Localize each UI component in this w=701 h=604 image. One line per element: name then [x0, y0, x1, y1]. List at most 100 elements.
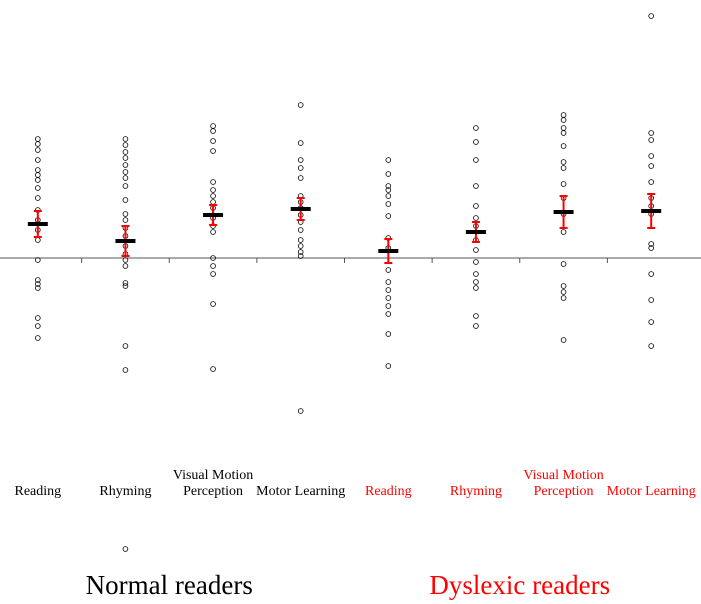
- data-point: [473, 271, 479, 277]
- data-point: [648, 297, 654, 303]
- data-point: [297, 165, 304, 171]
- data-point: [297, 253, 304, 259]
- data-point: [297, 237, 304, 243]
- data-point: [122, 142, 129, 148]
- data-point: [648, 271, 654, 277]
- data-point: [122, 343, 129, 349]
- data-point: [473, 183, 479, 189]
- data-point: [560, 125, 567, 131]
- data-point: [210, 179, 216, 185]
- data-point: [560, 261, 567, 267]
- category-label: Motor Learning: [606, 484, 696, 499]
- data-point: [35, 315, 41, 321]
- data-point: [385, 157, 392, 163]
- category-label: Rhyming: [99, 484, 152, 499]
- group-label: Dyslexic readers: [429, 570, 611, 600]
- data-point: [560, 165, 567, 171]
- data-point: [648, 241, 654, 247]
- data-point: [385, 331, 392, 337]
- data-point: [473, 247, 479, 253]
- data-point: [648, 179, 654, 185]
- data-point: [297, 175, 304, 181]
- data-point: [35, 257, 41, 263]
- data-point: [473, 323, 479, 329]
- data-point: [560, 283, 567, 289]
- data-point: [473, 125, 479, 131]
- data-point: [122, 183, 129, 189]
- category-label: Visual Motion Perception: [172, 468, 254, 499]
- data-point: [473, 139, 479, 145]
- data-point: [385, 295, 392, 301]
- data-point: [35, 167, 41, 173]
- data-point: [385, 287, 392, 293]
- data-point: [560, 295, 567, 301]
- data-point: [122, 162, 129, 168]
- category-label: Rhyming: [449, 484, 502, 499]
- data-point: [122, 217, 129, 223]
- mean-bar: [290, 207, 311, 211]
- data-point: [385, 267, 392, 273]
- data-point: [35, 323, 41, 329]
- data-point: [35, 195, 41, 201]
- data-point: [122, 211, 129, 217]
- data-point: [473, 259, 479, 265]
- data-point: [560, 289, 567, 295]
- data-point: [560, 181, 567, 187]
- data-point: [210, 148, 216, 154]
- data-point: [560, 117, 567, 123]
- data-point: [210, 193, 216, 199]
- category-label: Visual Motion Perception: [523, 468, 604, 499]
- data-point: [35, 281, 41, 287]
- data-point: [122, 546, 129, 552]
- data-point: [122, 169, 129, 175]
- mean-bar: [378, 249, 399, 253]
- mean-bar: [465, 230, 486, 234]
- group-label: Normal readers: [85, 570, 253, 600]
- mean-bar: [203, 213, 224, 217]
- data-point: [210, 123, 216, 129]
- data-point: [297, 243, 304, 249]
- mean-bar: [641, 209, 662, 213]
- data-point: [35, 141, 41, 147]
- data-point: [122, 149, 129, 155]
- data-point: [122, 263, 129, 269]
- data-point: [35, 177, 41, 183]
- data-point: [210, 271, 216, 277]
- data-point: [122, 155, 129, 161]
- data-point: [385, 183, 392, 189]
- data-point: [648, 163, 654, 169]
- data-point: [35, 335, 41, 341]
- mean-bar: [553, 210, 574, 214]
- data-point: [560, 229, 567, 235]
- data-point: [385, 311, 392, 317]
- data-point: [297, 140, 304, 146]
- data-point: [473, 215, 479, 221]
- category-label: Reading: [14, 484, 62, 499]
- data-point: [385, 187, 392, 193]
- mean-bar: [27, 222, 48, 226]
- data-point: [210, 255, 216, 261]
- data-point: [385, 363, 392, 369]
- data-point: [122, 197, 129, 203]
- data-point: [385, 279, 392, 285]
- data-point: [385, 193, 392, 199]
- data-point: [35, 277, 41, 283]
- data-point: [473, 279, 479, 285]
- data-point: [210, 187, 216, 193]
- data-point: [210, 263, 216, 269]
- data-point: [648, 319, 654, 325]
- data-point: [210, 301, 216, 307]
- data-point: [560, 159, 567, 165]
- data-point: [648, 343, 654, 349]
- data-point: [210, 128, 216, 134]
- data-point: [297, 227, 304, 233]
- data-point: [473, 285, 479, 291]
- data-point: [648, 130, 654, 136]
- data-point: [122, 257, 129, 263]
- data-point: [122, 175, 129, 181]
- data-point: [210, 366, 216, 372]
- data-point: [648, 245, 654, 251]
- data-point: [297, 249, 304, 255]
